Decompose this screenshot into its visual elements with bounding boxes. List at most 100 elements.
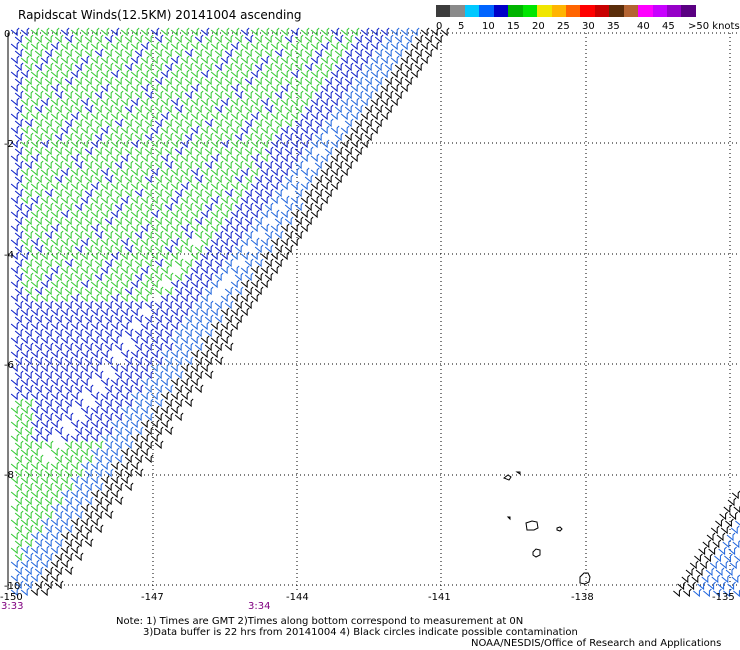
wind-barb bbox=[94, 482, 104, 492]
wind-barb bbox=[14, 188, 24, 198]
wind-barb bbox=[174, 160, 184, 170]
wind-barb bbox=[140, 279, 150, 289]
wind-barb bbox=[384, 62, 394, 72]
wind-barb bbox=[134, 356, 144, 366]
wind-barb bbox=[310, 181, 320, 191]
wind-barb bbox=[260, 125, 270, 135]
wind-barb bbox=[150, 167, 160, 177]
wind-barb bbox=[144, 454, 154, 464]
wind-barb bbox=[154, 328, 164, 338]
wind-barb bbox=[44, 90, 54, 100]
wind-barb bbox=[140, 335, 150, 345]
wind-barb bbox=[64, 384, 74, 394]
wind-barb bbox=[170, 293, 180, 303]
wind-barb bbox=[214, 202, 224, 212]
wind-barb bbox=[70, 531, 80, 541]
wind-barb bbox=[374, 62, 384, 72]
wind-barb bbox=[70, 83, 80, 93]
wind-barb bbox=[150, 377, 160, 387]
wind-barb bbox=[40, 181, 50, 191]
wind-barb bbox=[715, 518, 724, 528]
wind-barb bbox=[44, 48, 54, 58]
wind-barb bbox=[180, 223, 190, 233]
wind-barb bbox=[40, 419, 50, 429]
wind-barb bbox=[124, 370, 134, 380]
wind-barb bbox=[80, 447, 90, 457]
wind-barb bbox=[100, 293, 110, 303]
wind-barb bbox=[194, 34, 204, 44]
wind-barb bbox=[54, 412, 64, 422]
wind-barb bbox=[74, 468, 84, 478]
wind-barb bbox=[30, 321, 40, 331]
wind-barb bbox=[84, 412, 94, 422]
wind-barb bbox=[114, 118, 124, 128]
wind-barb bbox=[64, 468, 74, 478]
wind-barb bbox=[134, 384, 144, 394]
wind-barb bbox=[320, 55, 330, 65]
wind-barb bbox=[230, 83, 240, 93]
wind-barb bbox=[274, 118, 284, 128]
wind-barb bbox=[154, 76, 164, 86]
wind-barb bbox=[240, 83, 250, 93]
wind-barb bbox=[50, 447, 60, 457]
wind-barb bbox=[130, 419, 140, 429]
wind-barb bbox=[64, 146, 74, 156]
wind-barb bbox=[290, 153, 300, 163]
wind-barb bbox=[220, 321, 230, 331]
wind-barb bbox=[114, 146, 124, 156]
wind-barb bbox=[310, 111, 320, 121]
wind-barb bbox=[160, 391, 170, 401]
wind-barb bbox=[104, 62, 114, 72]
wind-barb bbox=[54, 48, 64, 58]
wind-barb bbox=[60, 447, 70, 457]
wind-barb bbox=[110, 363, 120, 373]
lon-label: -135 bbox=[712, 592, 735, 603]
wind-barb bbox=[50, 97, 60, 107]
wind-barb bbox=[310, 55, 320, 65]
wind-barb bbox=[154, 426, 164, 436]
wind-barb bbox=[34, 230, 44, 240]
wind-barb bbox=[702, 539, 712, 549]
wind-barb bbox=[130, 293, 140, 303]
wind-barb bbox=[184, 356, 194, 366]
wind-barb bbox=[184, 160, 194, 170]
wind-barb bbox=[14, 146, 24, 156]
wind-barb bbox=[40, 433, 50, 443]
wind-barb bbox=[144, 202, 154, 212]
wind-barb bbox=[120, 111, 130, 121]
wind-barb bbox=[130, 209, 140, 219]
wind-barb bbox=[60, 181, 70, 191]
wind-barb bbox=[24, 510, 34, 520]
wind-barb bbox=[10, 265, 20, 275]
wind-barb bbox=[24, 454, 34, 464]
wind-barb bbox=[350, 97, 360, 107]
wind-barb bbox=[134, 216, 144, 226]
wind-barb bbox=[134, 104, 144, 114]
wind-barb bbox=[10, 41, 20, 51]
wind-barb bbox=[14, 566, 24, 576]
wind-barb bbox=[54, 314, 64, 324]
wind-barb bbox=[344, 34, 354, 44]
wind-barb bbox=[310, 139, 320, 149]
wind-barb bbox=[34, 118, 44, 128]
wind-speed-legend: 0 5 10 15 20 25 30 35 40 45 >50 knots bbox=[436, 5, 740, 35]
wind-barb bbox=[40, 209, 50, 219]
wind-barb bbox=[254, 34, 264, 44]
wind-barb bbox=[130, 251, 140, 261]
wind-barb bbox=[24, 118, 34, 128]
wind-barb bbox=[410, 41, 420, 51]
wind-barb bbox=[224, 314, 234, 324]
wind-barb bbox=[150, 307, 160, 317]
wind-barb bbox=[170, 83, 180, 93]
wind-barb bbox=[300, 55, 310, 65]
wind-barb bbox=[180, 181, 190, 191]
wind-barb bbox=[14, 300, 24, 310]
wind-barb bbox=[100, 111, 110, 121]
wind-barb bbox=[204, 174, 214, 184]
wind-barb bbox=[130, 83, 140, 93]
wind-barb bbox=[34, 174, 44, 184]
wind-barb bbox=[154, 132, 164, 142]
wind-barb bbox=[150, 419, 160, 429]
wind-barb bbox=[110, 41, 120, 51]
wind-barb bbox=[124, 202, 134, 212]
